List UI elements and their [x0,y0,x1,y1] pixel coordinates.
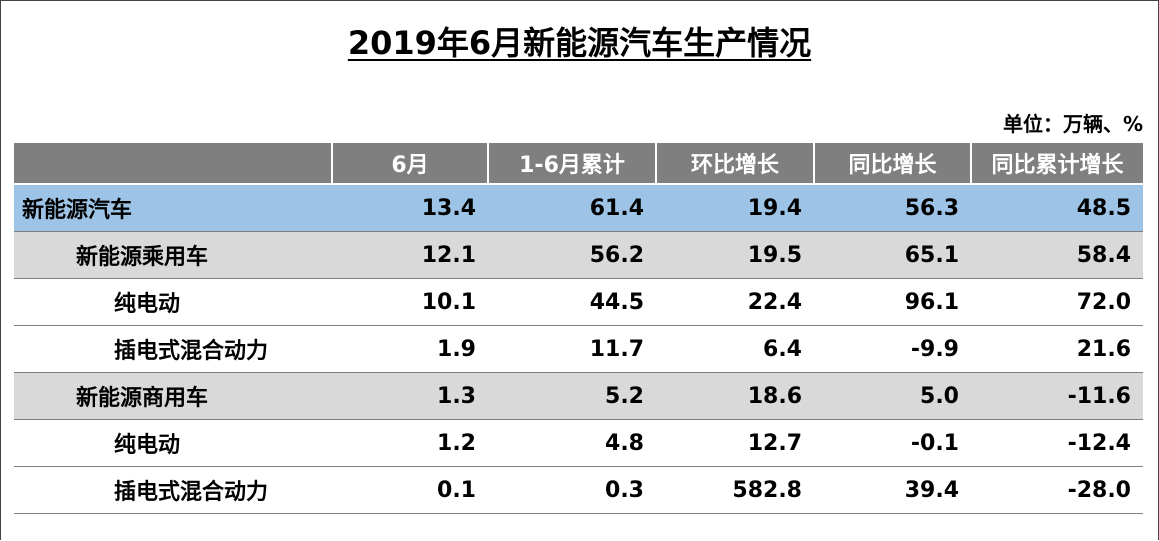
table-header-row: 6月 1-6月累计 环比增长 同比增长 同比累计增长 [14,143,1143,185]
table-cell: 58.4 [971,231,1143,279]
column-header-yoy-growth: 同比增长 [813,143,971,185]
table-row: 新能源汽车 13.4 61.4 19.4 56.3 48.5 [14,184,1143,232]
table-cell: 19.4 [656,184,814,232]
table-cell: -0.1 [814,419,971,467]
table-cell: 10.1 [332,278,488,326]
table-cell: 39.4 [814,466,971,514]
table-cell: 12.1 [332,231,488,279]
table-cell: 72.0 [971,278,1143,326]
table-row: 插电式混合动力 0.1 0.3 582.8 39.4 -28.0 [14,466,1143,514]
table-cell: -12.4 [971,419,1143,467]
column-header-mom-growth: 环比增长 [655,143,814,185]
table-cell: -28.0 [971,466,1143,514]
row-label: 新能源乘用车 [14,231,332,279]
table-cell: 96.1 [814,278,971,326]
table-cell: 6.4 [656,325,814,373]
column-header-cumulative: 1-6月累计 [487,143,656,185]
table-cell: 21.6 [971,325,1143,373]
table-row: 纯电动 10.1 44.5 22.4 96.1 72.0 [14,278,1143,326]
table-cell: 56.2 [488,231,656,279]
table-cell: 582.8 [656,466,814,514]
table-cell: 56.3 [814,184,971,232]
table-cell: 5.0 [814,372,971,420]
table-cell: 4.8 [488,419,656,467]
table-cell: 11.7 [488,325,656,373]
table-cell: -9.9 [814,325,971,373]
table-cell: 5.2 [488,372,656,420]
table-cell: 1.9 [332,325,488,373]
column-header-yoy-cumulative-growth: 同比累计增长 [970,143,1143,185]
table-cell: 61.4 [488,184,656,232]
column-header-month: 6月 [331,143,488,185]
row-label: 新能源汽车 [14,184,332,232]
table-body: 新能源汽车 13.4 61.4 19.4 56.3 48.5 新能源乘用车 12.1 56.2 1… [14,184,1143,514]
table-cell: 22.4 [656,278,814,326]
chart-title: 2019年6月新能源汽车生产情况 [0,18,1159,64]
table-cell: 1.3 [332,372,488,420]
row-label: 纯电动 [14,419,332,467]
table-cell: 19.5 [656,231,814,279]
table-cell: 18.6 [656,372,814,420]
row-label: 插电式混合动力 [14,466,332,514]
data-table: 6月 1-6月累计 环比增长 同比增长 同比累计增长 新能源汽车 13.4 61.4… [14,143,1143,514]
table-cell: 44.5 [488,278,656,326]
unit-label: 单位：万辆、% [1002,112,1143,136]
chart-title-text: 2019年6月新能源汽车生产情况 [347,24,812,62]
row-label: 新能源商用车 [14,372,332,420]
table-cell: 0.3 [488,466,656,514]
table-row: 插电式混合动力 1.9 11.7 6.4 -9.9 21.6 [14,325,1143,373]
table-row: 新能源乘用车 12.1 56.2 19.5 65.1 58.4 [14,231,1143,279]
table-cell: 48.5 [971,184,1143,232]
table-cell: 65.1 [814,231,971,279]
table-row: 新能源商用车 1.3 5.2 18.6 5.0 -11.6 [14,372,1143,420]
table-cell: 12.7 [656,419,814,467]
column-header-label [14,143,332,185]
row-label: 插电式混合动力 [14,325,332,373]
table-cell: 0.1 [332,466,488,514]
table-cell: -11.6 [971,372,1143,420]
table-cell: 13.4 [332,184,488,232]
table-cell: 1.2 [332,419,488,467]
table-row: 纯电动 1.2 4.8 12.7 -0.1 -12.4 [14,419,1143,467]
row-label: 纯电动 [14,278,332,326]
